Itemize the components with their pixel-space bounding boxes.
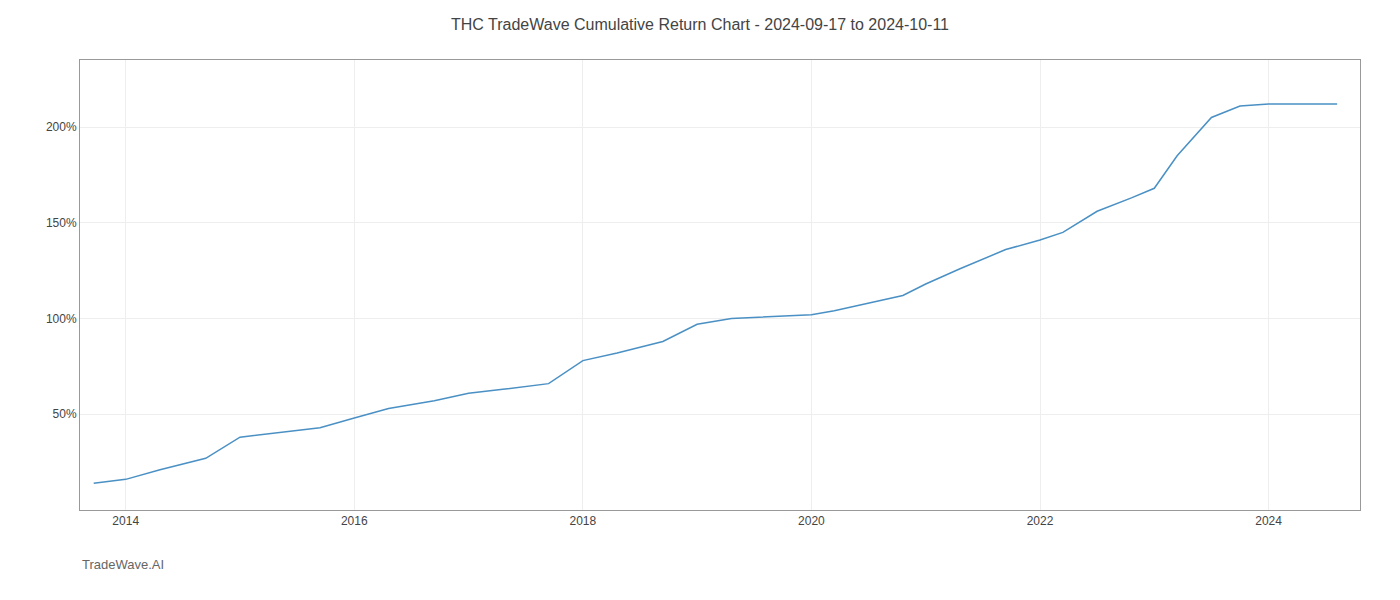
svg-text:200%: 200%: [46, 120, 77, 134]
svg-text:2020: 2020: [798, 514, 825, 528]
svg-text:100%: 100%: [46, 312, 77, 326]
svg-text:TradeWave.AI: TradeWave.AI: [82, 557, 164, 572]
svg-text:2014: 2014: [112, 514, 139, 528]
svg-text:2024: 2024: [1255, 514, 1282, 528]
svg-text:2018: 2018: [570, 514, 597, 528]
svg-text:THC TradeWave Cumulative Retur: THC TradeWave Cumulative Return Chart - …: [451, 16, 949, 33]
svg-text:2016: 2016: [341, 514, 368, 528]
svg-text:2022: 2022: [1027, 514, 1054, 528]
svg-text:50%: 50%: [53, 407, 77, 421]
svg-text:150%: 150%: [46, 216, 77, 230]
